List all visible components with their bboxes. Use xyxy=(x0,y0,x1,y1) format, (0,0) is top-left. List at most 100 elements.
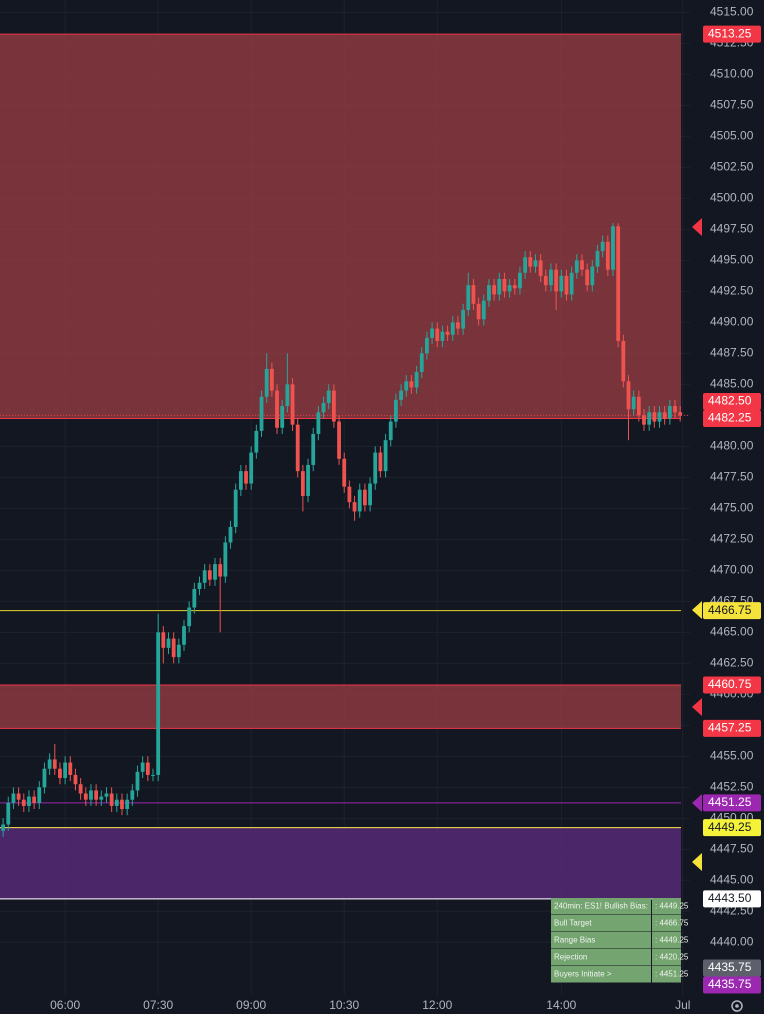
candle-body xyxy=(409,381,414,388)
candle-body xyxy=(99,796,104,800)
candle-body xyxy=(580,260,584,270)
y-tick-label: 4472.50 xyxy=(710,532,754,546)
level-arrow xyxy=(692,794,702,812)
candle-body xyxy=(564,275,569,295)
candle-body xyxy=(337,421,341,459)
x-tick-label: Jul xyxy=(675,998,690,1012)
y-tick-label: 4497.50 xyxy=(710,222,754,236)
candle-body xyxy=(476,303,481,320)
candle-body xyxy=(68,762,73,775)
table-cell xyxy=(652,915,681,932)
candle-body xyxy=(487,285,491,301)
price-label: 4449.25 xyxy=(708,820,752,834)
price-label: 4460.75 xyxy=(708,677,752,691)
y-tick-label: 4470.00 xyxy=(710,563,754,577)
candle-body xyxy=(145,762,150,775)
candle-body xyxy=(471,285,476,304)
candle-body xyxy=(419,353,424,372)
candle-body xyxy=(197,582,202,589)
candle-body xyxy=(404,381,409,391)
y-tick-label: 4500.00 xyxy=(710,191,754,205)
price-label: 4466.75 xyxy=(708,603,752,617)
candle-body xyxy=(492,285,497,295)
candle-body xyxy=(357,489,362,512)
price-axis-bg xyxy=(690,0,764,1014)
table-label: Range Bias xyxy=(554,936,595,945)
candle-body xyxy=(368,483,372,506)
table-cell xyxy=(551,898,651,915)
candle-body xyxy=(497,278,502,295)
candle-body xyxy=(140,762,145,772)
candle-body xyxy=(47,759,52,769)
candle-body xyxy=(569,272,574,295)
candle-body xyxy=(512,285,517,289)
candle-body xyxy=(461,309,466,329)
candle-body xyxy=(89,790,93,800)
candle-body xyxy=(94,790,99,800)
candle-body xyxy=(590,266,595,286)
candle-body xyxy=(657,412,662,422)
table-cell xyxy=(652,932,681,949)
candle-body xyxy=(114,799,119,806)
candle-body xyxy=(595,251,600,267)
table-cell xyxy=(551,915,651,932)
price-label-bg xyxy=(703,959,761,977)
candle-body xyxy=(394,399,398,422)
candle-body xyxy=(538,260,543,276)
candle-body xyxy=(481,300,486,320)
candle-body xyxy=(207,570,212,580)
table-cell xyxy=(652,949,681,966)
table-cell xyxy=(652,966,681,983)
y-tick-label: 4495.00 xyxy=(710,253,754,267)
candle-body xyxy=(21,799,26,806)
price-label: 4435.75 xyxy=(708,977,752,991)
candle-body xyxy=(673,406,677,413)
candle-body xyxy=(233,489,238,527)
candle-body xyxy=(83,793,88,800)
candle-body xyxy=(383,440,388,472)
candle-body xyxy=(388,421,393,441)
price-label-bg xyxy=(703,794,761,812)
candle-body xyxy=(523,257,528,273)
candle-body xyxy=(285,384,290,407)
candle-body xyxy=(652,412,657,422)
y-tick-label: 4505.00 xyxy=(710,129,754,143)
candle-body xyxy=(647,412,652,425)
price-label: 4482.25 xyxy=(708,411,752,425)
candle-body xyxy=(254,430,259,453)
table-cell xyxy=(551,966,651,983)
candle-body xyxy=(435,328,440,341)
candle-body xyxy=(109,793,114,806)
zone xyxy=(0,827,681,899)
price-label: 4451.25 xyxy=(708,795,752,809)
candle-body xyxy=(321,402,326,413)
table-value: : 4449.25 xyxy=(655,936,689,945)
candle-body xyxy=(414,371,419,388)
x-tick-label: 14:00 xyxy=(546,998,576,1012)
zone xyxy=(0,685,681,729)
candle-body xyxy=(378,452,383,472)
level-arrow xyxy=(692,218,702,236)
price-label-bg xyxy=(703,602,761,620)
candle-body xyxy=(135,771,140,791)
level-arrow xyxy=(692,601,702,619)
candle-body xyxy=(269,368,274,391)
level-arrow xyxy=(692,698,702,716)
candle-body xyxy=(399,390,403,400)
candle-body xyxy=(78,784,83,794)
price-label: 4443.50 xyxy=(708,891,752,905)
candle-body xyxy=(125,799,130,810)
candle-body xyxy=(430,328,434,338)
candle-body xyxy=(352,502,357,512)
candle-body xyxy=(63,762,68,779)
candle-body xyxy=(549,269,553,286)
candle-body xyxy=(662,412,667,419)
candle-body xyxy=(16,793,21,800)
candle-body xyxy=(600,241,605,252)
candle-body xyxy=(611,226,615,270)
settings-icon[interactable] xyxy=(731,1000,743,1012)
price-label-bg xyxy=(703,719,761,737)
candle-body xyxy=(528,257,533,267)
candle-body xyxy=(440,331,445,341)
y-tick-label: 4485.00 xyxy=(710,377,754,391)
